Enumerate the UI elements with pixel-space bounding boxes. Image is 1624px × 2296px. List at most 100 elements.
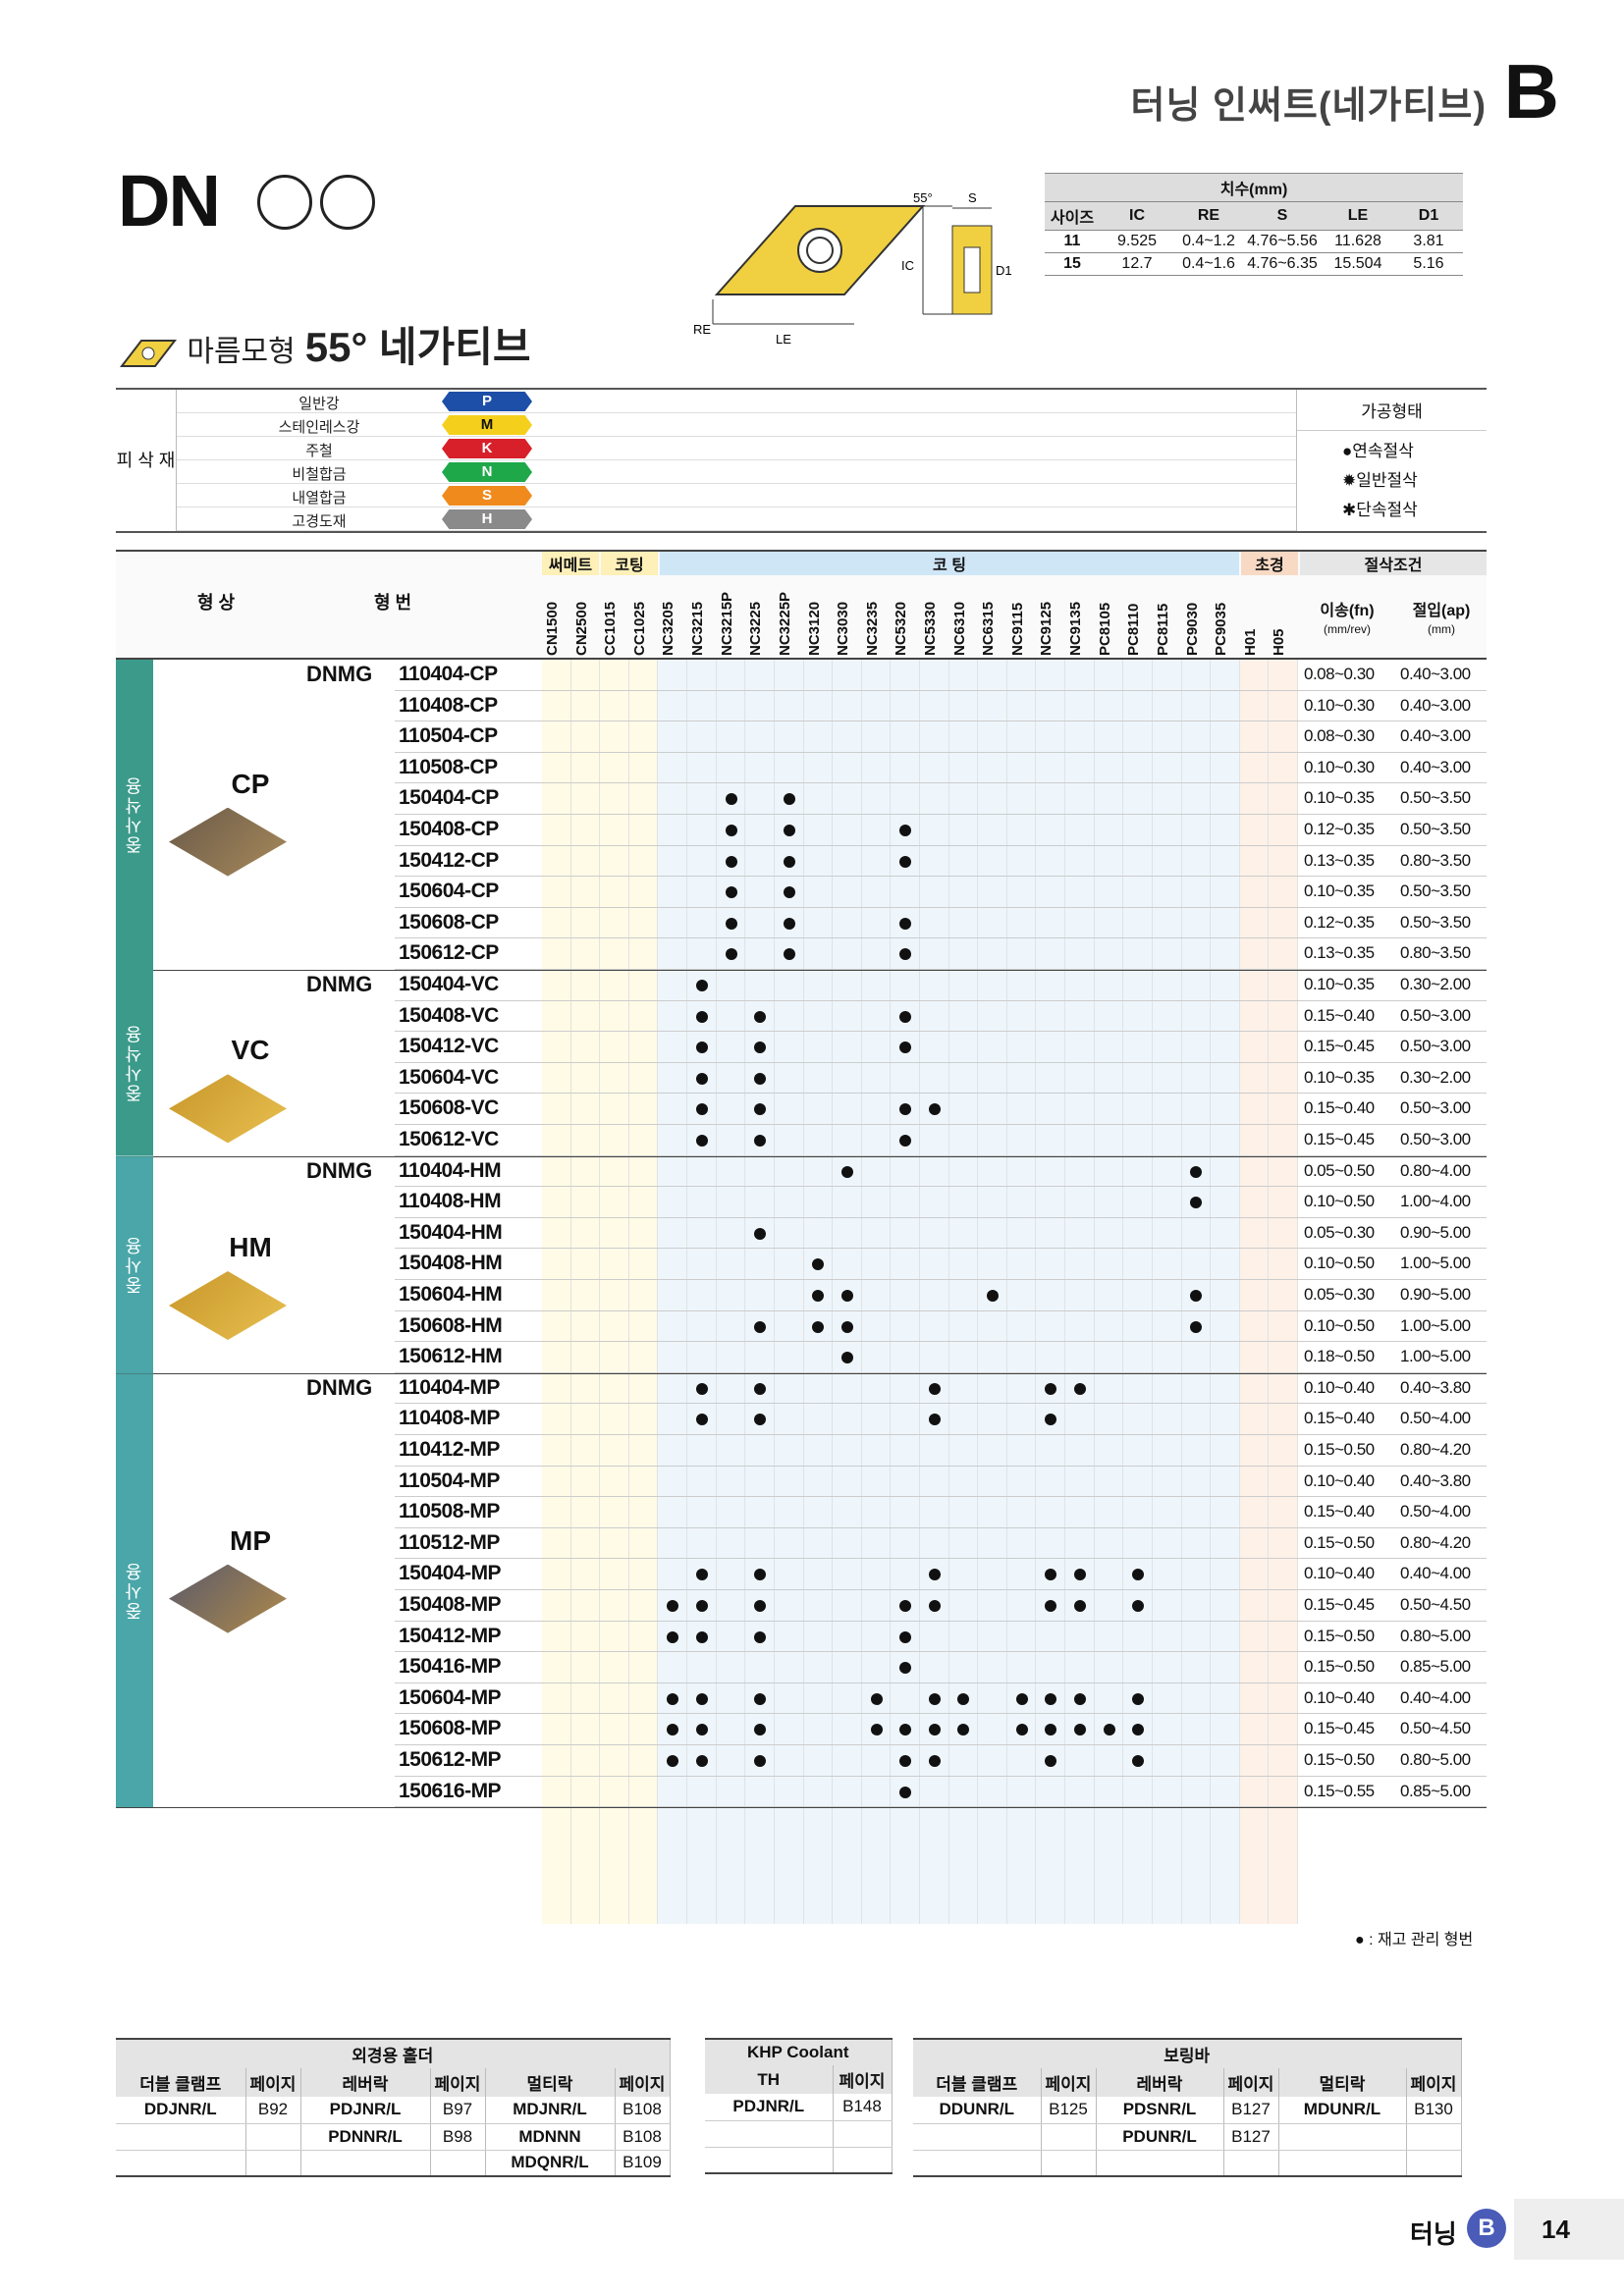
stock-dot [725,793,737,806]
designation: 110508-MP [399,1500,500,1523]
stock-dot [899,948,912,961]
insert-shape-name: CP [231,768,270,799]
table-row [395,970,1487,1001]
depth-value: 0.50~3.00 [1400,1005,1471,1025]
dimensions-table: 치수(mm) 사이즈 IC RE S LE D1 11 9.525 0.4~1.2 4… [1045,173,1463,276]
designation: 150408-VC [399,1003,499,1027]
holder-header: 페이지 [245,2068,301,2097]
designation: 150408-CP [399,818,499,840]
feed-value: 0.15~0.50 [1304,1440,1375,1459]
holder-cell: B97 [430,2097,486,2124]
designation: 150404-CP [399,786,499,810]
feed-value: 0.15~0.40 [1304,1005,1375,1025]
shape-subtitle: 마름모형 55° 네가티브 [118,314,531,374]
holder-cell [116,2150,246,2176]
header-ultra: 초경 [1241,552,1298,575]
holder-row [913,2150,1462,2176]
stock-dot [987,1290,1000,1302]
use-sidebar: 중사용 [116,1372,153,1808]
table-row [395,1528,1487,1560]
material-group-label: 피 삭 재 [116,390,177,531]
material-row: 주철 K [177,437,1296,460]
holder-cell: PDNNR/L [300,2123,431,2151]
grade-label: NC3235 [863,601,881,656]
designation: 150608-MP [399,1717,502,1740]
stock-dot [754,1630,767,1643]
material-code-tag: S [442,486,532,506]
holder-header: 멀티락 [485,2068,616,2097]
grade-column-bg [1036,660,1066,1924]
designation: 150604-HM [399,1283,503,1306]
d1-label: D1 [996,263,1012,278]
stock-dot [1015,1724,1028,1736]
stock-dot [783,917,795,930]
table-row [395,691,1487,722]
designation: 150408-MP [399,1593,502,1616]
stock-dot [695,1414,708,1426]
asterisk-dot-icon: ✱ [1342,501,1357,519]
feed-value: 0.15~0.40 [1304,1409,1375,1428]
depth-value: 0.40~4.00 [1400,1687,1471,1707]
depth-value: 0.40~4.00 [1400,1564,1471,1583]
table-row [395,1404,1487,1435]
holder-cell: PDUNR/L [1096,2123,1224,2151]
depth-value: 0.90~5.00 [1400,1222,1471,1242]
material-name: 주철 [305,443,333,459]
header-cermet: 써메트 [542,552,599,575]
header-feed: 이송(fn) [1320,603,1375,619]
stock-dot [899,825,912,836]
holder-header: 레버락 [300,2068,431,2097]
holder-cell: B127 [1223,2097,1279,2124]
stock-dot [695,1569,708,1581]
designation: 150604-MP [399,1685,502,1709]
depth-value: 1.00~5.00 [1400,1254,1471,1273]
stock-dot [725,855,737,868]
table-row [395,660,1487,691]
depth-value: 0.50~4.00 [1400,1502,1471,1522]
angle-label: 55° [913,190,933,205]
designation: 150408-HM [399,1252,503,1275]
filled-dot-icon: ● [1342,442,1353,460]
designation: 150412-VC [399,1035,499,1058]
table-row [395,815,1487,846]
depth-value: 0.50~3.00 [1400,1130,1471,1148]
material-name: 내열합금 [292,490,347,507]
holder-row: PDNNR/L B98 MDNNN B108 [116,2123,671,2151]
header-shape: 형 상 [196,593,236,613]
stock-dot [1132,1600,1145,1612]
stock-dot [812,1258,825,1271]
feed-value: 0.10~0.50 [1304,1315,1375,1335]
holder-row: PDUNR/L B127 [913,2123,1462,2151]
rhombus-icon [119,340,178,368]
depth-value: 0.80~3.50 [1400,850,1471,870]
grade-column-bg [1123,660,1153,1924]
use-sidebar: 중사삭용 [116,970,153,1156]
designation: 150608-HM [399,1313,503,1337]
table-row [395,1063,1487,1095]
stock-dot [783,886,795,899]
holder-cell [1406,2123,1462,2151]
stock-dot [783,825,795,836]
table-row [395,1590,1487,1622]
depth-value: 0.50~3.50 [1400,788,1471,808]
header-conditions: 절삭조건 [1300,552,1487,575]
dims-header: LE [1322,201,1394,231]
grade-label: NC9115 [1008,602,1026,656]
designation: 110404-MP [399,1375,500,1399]
table-row [395,877,1487,908]
designation: 150412-CP [399,848,499,872]
table-row [395,1714,1487,1745]
material-table: 피 삭 재 일반강 P 스테인레스강 M 주철 K 비철합금 N 내열합금 S 고경도재 H 가공형태… [116,388,1487,533]
stock-dot [1073,1692,1086,1705]
holder-cell [1096,2150,1224,2176]
stock-dot [957,1692,970,1705]
depth-value: 0.50~4.00 [1400,1409,1471,1428]
designation: 150416-MP [399,1655,502,1679]
holder-cell: B130 [1406,2097,1462,2124]
stock-dot [754,1382,767,1395]
depth-value: 0.85~5.00 [1400,1657,1471,1677]
stock-dot [1073,1724,1086,1736]
holder-cell [705,2147,834,2173]
s-label: S [968,190,977,205]
holder-header: 레버락 [1096,2068,1224,2097]
